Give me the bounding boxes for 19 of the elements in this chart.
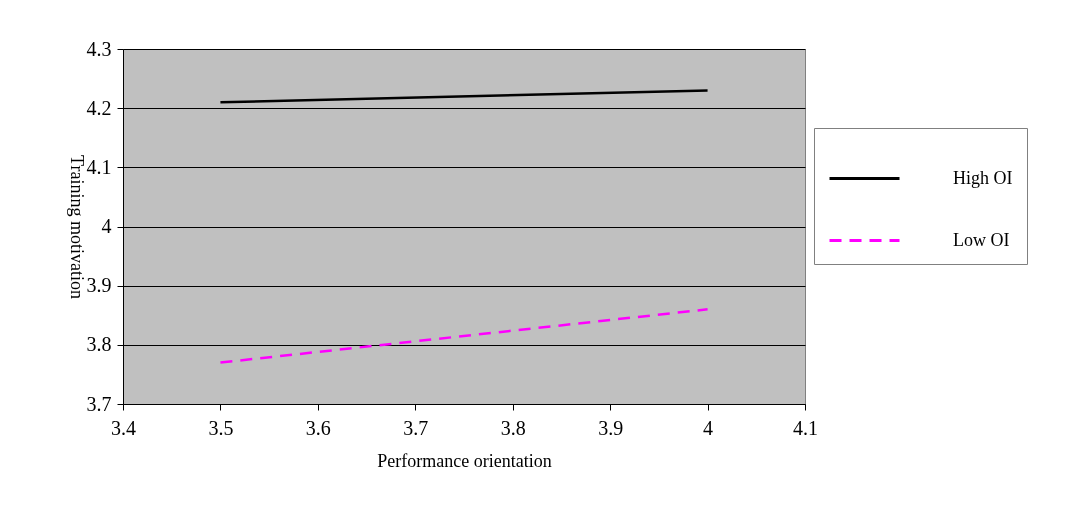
text: Low OI — [953, 229, 1010, 250]
y-tick-label: 3.8 — [86, 333, 112, 356]
x-tick-label: 4 — [703, 416, 714, 439]
y-tick-label: 4 — [101, 215, 112, 237]
x-tick-label: 3.5 — [208, 416, 234, 439]
y-tick-label: 3.9 — [86, 274, 112, 297]
x-tick-label: 3.4 — [111, 416, 136, 439]
x-tick-label: 3.8 — [500, 416, 526, 439]
x-tick-label: 3.6 — [305, 416, 331, 439]
text: High OI — [953, 167, 1013, 188]
y-tick-label: 4.1 — [86, 155, 112, 178]
x-tick-label: 4.1 — [793, 416, 818, 439]
y-tick-label: 3.7 — [86, 392, 112, 415]
y-tick-label: 4.3 — [86, 37, 112, 60]
x-tick-label: 3.9 — [598, 416, 624, 439]
y-tick-label: 4.2 — [86, 96, 112, 119]
x-tick-label: 3.7 — [403, 416, 429, 439]
y-axis-title: Training motivation — [66, 155, 87, 299]
x-axis-title: Performance orientation — [377, 450, 552, 471]
